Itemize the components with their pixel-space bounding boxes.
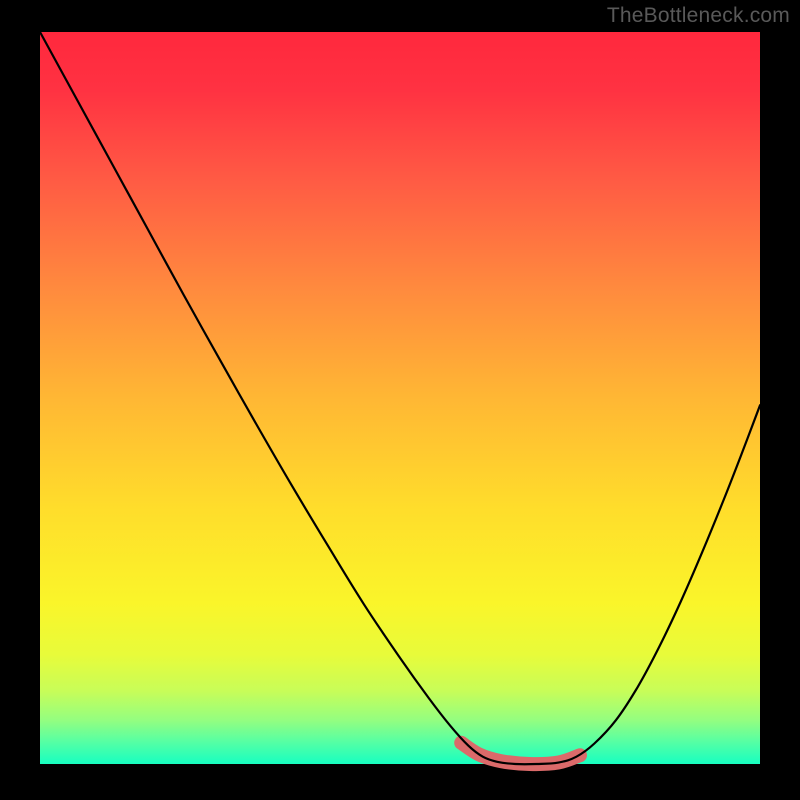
chart-stage: { "watermark": { "text": "TheBottleneck.… xyxy=(0,0,800,800)
plot-area xyxy=(40,32,760,764)
bottleneck-curve xyxy=(40,32,760,764)
watermark-text: TheBottleneck.com xyxy=(607,4,790,28)
curve-layer xyxy=(40,32,760,764)
